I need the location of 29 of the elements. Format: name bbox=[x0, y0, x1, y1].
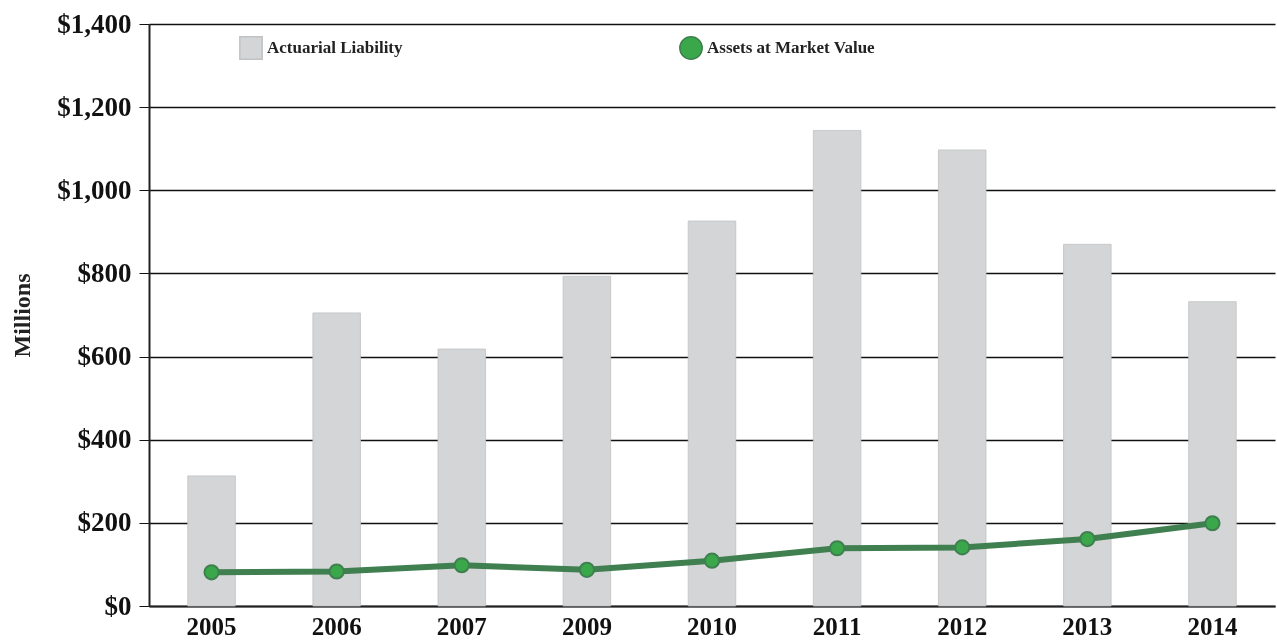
bar bbox=[187, 475, 236, 607]
bar bbox=[312, 312, 361, 607]
y-tick-label: $800 bbox=[77, 257, 132, 288]
x-tick-label: 2010 bbox=[687, 612, 737, 640]
bar bbox=[1188, 301, 1237, 607]
y-tick-label: $1,400 bbox=[57, 8, 132, 39]
x-tick-label: 2013 bbox=[1062, 612, 1113, 640]
x-tick-label: 2006 bbox=[311, 612, 362, 640]
bar bbox=[562, 275, 612, 607]
x-tick-label: 2014 bbox=[1187, 612, 1238, 640]
y-tick-label: $1,000 bbox=[57, 174, 132, 205]
y-tick-label: $200 bbox=[77, 507, 132, 538]
x-tick-label: 2009 bbox=[561, 612, 612, 640]
bar bbox=[938, 149, 987, 607]
x-tick-label: 2005 bbox=[186, 612, 237, 640]
bar bbox=[437, 348, 486, 607]
y-tick-label: $400 bbox=[77, 424, 132, 455]
x-tick-label: 2007 bbox=[436, 612, 487, 640]
x-tick-label: 2011 bbox=[812, 612, 862, 640]
legend-label: Assets at Market Value bbox=[707, 38, 876, 57]
bar bbox=[1063, 243, 1112, 607]
y-tick-label: $0 bbox=[104, 590, 132, 621]
y-tick-label: $1,200 bbox=[57, 91, 132, 122]
y-tick-label: $600 bbox=[77, 341, 132, 372]
bar bbox=[687, 220, 737, 607]
y-axis-title: Millions bbox=[9, 273, 36, 358]
x-tick-label: 2012 bbox=[937, 612, 988, 640]
bar bbox=[812, 130, 862, 607]
legend-label: Actuarial Liability bbox=[267, 38, 404, 57]
